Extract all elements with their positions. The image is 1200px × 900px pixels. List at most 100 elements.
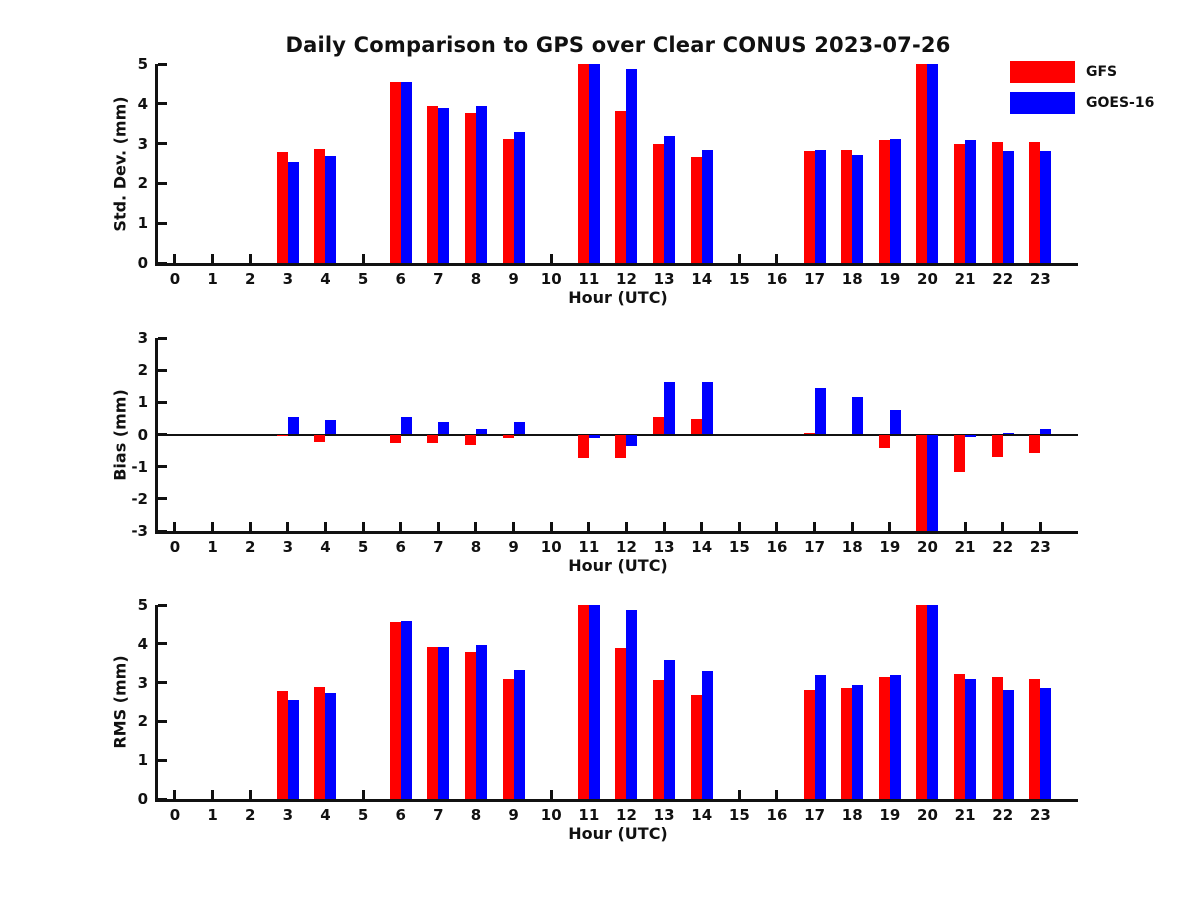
x-tick — [173, 254, 177, 263]
bar-gfs-hour-8 — [464, 652, 476, 799]
bar-goes-16-hour-9 — [513, 421, 525, 435]
panel-rms: 0 1 2 3 4 5 0 1 2 3 4 5 6 7 8 9 10 11 12 13 14 15 16 17 18 19 20 21… — [111, 596, 1078, 843]
bar-gfs-hour-23 — [1029, 679, 1041, 799]
bar-gfs-hour-20 — [916, 605, 928, 799]
bar-gfs-hour-4 — [314, 434, 326, 442]
bar-goes-16-hour-13 — [664, 660, 676, 799]
bar-goes-16-hour-17 — [814, 149, 826, 263]
x-axis-label: Hour (UTC) — [568, 556, 668, 575]
x-tick-label: 11 — [578, 806, 600, 824]
x-tick — [211, 522, 215, 531]
legend: GFS GOES-16 — [1010, 61, 1154, 123]
bar-gfs-hour-8 — [464, 112, 476, 263]
x-tick-label: 20 — [917, 270, 938, 288]
x-tick-label: 19 — [879, 806, 901, 824]
bar-goes-16-hour-18 — [852, 684, 864, 799]
x-tick-label: 9 — [508, 538, 519, 556]
x-tick — [888, 522, 892, 531]
x-tick-label: 11 — [578, 538, 600, 556]
x-tick — [173, 522, 177, 531]
x-tick — [850, 522, 854, 531]
x-tick-label: 1 — [207, 806, 218, 824]
x-tick-label: 6 — [395, 806, 406, 824]
bar-goes-16-hour-8 — [475, 105, 487, 263]
x-tick-label: 6 — [395, 538, 406, 556]
bar-gfs-hour-20 — [916, 434, 928, 531]
x-tick — [775, 522, 779, 531]
bar-gfs-hour-12 — [615, 434, 627, 458]
legend-label-gfs: GFS — [1086, 64, 1118, 80]
x-tick — [813, 522, 817, 531]
bar-gfs-hour-12 — [615, 110, 627, 263]
x-tick-label: 15 — [728, 538, 750, 556]
x-axis-spine — [155, 531, 1078, 534]
y-tick — [158, 368, 167, 372]
y-tick-label: 4 — [137, 94, 148, 113]
x-tick-label: 16 — [766, 270, 788, 288]
x-tick — [323, 522, 327, 531]
y-axis-spine — [155, 64, 158, 266]
bar-gfs-hour-22 — [991, 141, 1003, 263]
y-tick-label: 0 — [137, 425, 148, 444]
x-tick-label: 12 — [616, 538, 637, 556]
x-tick-label: 23 — [1029, 806, 1051, 824]
bar-gfs-hour-17 — [803, 689, 815, 799]
bar-gfs-hour-3 — [276, 151, 288, 263]
y-tick-label: -1 — [131, 457, 148, 476]
x-tick-label: 1 — [207, 270, 218, 288]
x-tick-label: 7 — [433, 806, 444, 824]
bar-gfs-hour-14 — [690, 156, 702, 263]
bar-gfs-hour-3 — [276, 691, 288, 799]
x-tick-label: 2 — [244, 270, 256, 288]
y-tick — [158, 642, 167, 646]
bar-goes-16-hour-3 — [287, 161, 299, 263]
bar-gfs-hour-6 — [389, 434, 401, 443]
y-tick — [158, 465, 167, 469]
bar-goes-16-hour-20 — [927, 605, 939, 799]
x-tick-label: 20 — [917, 806, 938, 824]
x-tick-label: 18 — [841, 806, 863, 824]
x-tick-label: 23 — [1029, 538, 1051, 556]
y-tick — [158, 603, 167, 607]
x-tick-label: 2 — [244, 806, 256, 824]
bar-goes-16-hour-14 — [701, 381, 713, 435]
y-tick — [158, 719, 167, 723]
x-tick-label: 7 — [433, 270, 444, 288]
y-tick-label: 0 — [137, 254, 148, 272]
x-tick — [512, 522, 516, 531]
bar-gfs-hour-6 — [389, 622, 401, 799]
x-tick — [248, 522, 252, 531]
x-tick-label: 15 — [728, 270, 750, 288]
bar-gfs-hour-14 — [690, 694, 702, 799]
bar-gfs-hour-19 — [878, 677, 890, 799]
bar-goes-16-hour-13 — [664, 382, 676, 435]
bar-goes-16-hour-14 — [701, 149, 713, 263]
x-tick-label: 14 — [691, 538, 713, 556]
x-tick-label: 10 — [540, 538, 562, 556]
bar-gfs-hour-8 — [464, 434, 476, 446]
chart-title: Daily Comparison to GPS over Clear CONUS… — [285, 33, 951, 57]
x-tick-label: 0 — [169, 538, 181, 556]
bar-goes-16-hour-22 — [1002, 150, 1014, 263]
legend-item-gfs: GFS — [1010, 61, 1154, 83]
x-tick-label: 22 — [992, 806, 1014, 824]
y-tick-label: 3 — [137, 673, 148, 692]
x-tick — [737, 522, 741, 531]
y-tick-label: 3 — [137, 329, 148, 347]
y-tick-label: 3 — [137, 134, 148, 153]
bar-goes-16-hour-7 — [438, 421, 450, 435]
bar-gfs-hour-6 — [389, 81, 401, 263]
bar-gfs-hour-7 — [427, 646, 439, 799]
bar-goes-16-hour-22 — [1002, 432, 1014, 435]
bar-gfs-hour-4 — [314, 687, 326, 799]
x-tick — [361, 254, 365, 263]
bar-goes-16-hour-12 — [626, 609, 638, 799]
x-tick-label: 4 — [320, 806, 331, 824]
x-tick — [361, 522, 365, 531]
bar-goes-16-hour-7 — [438, 646, 450, 799]
x-tick — [737, 790, 741, 799]
x-tick — [399, 522, 403, 531]
x-tick-label: 14 — [691, 270, 713, 288]
x-tick-label: 16 — [766, 538, 788, 556]
